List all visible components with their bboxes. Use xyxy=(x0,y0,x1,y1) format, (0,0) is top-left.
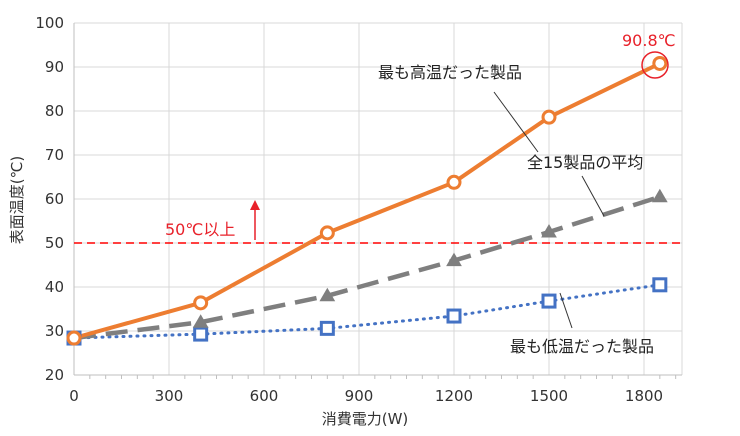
peak-label: 90.8℃ xyxy=(622,31,676,50)
x-tick-label: 900 xyxy=(345,387,374,405)
y-axis-title: 表面温度(℃) xyxy=(8,156,26,245)
series-markers xyxy=(66,55,668,346)
data-point-hottest xyxy=(66,330,82,346)
y-tick-label: 80 xyxy=(45,102,64,120)
threshold-label: 50℃以上 xyxy=(165,220,235,239)
x-tick-label: 300 xyxy=(155,387,184,405)
x-tick-label: 600 xyxy=(250,387,279,405)
y-tick-label: 30 xyxy=(45,322,64,340)
y-tick-label: 100 xyxy=(35,14,64,32)
data-point-coolest xyxy=(319,320,335,336)
series-line-average xyxy=(73,194,661,341)
leader-line-coolest xyxy=(559,292,573,329)
x-axis-title: 消費電力(W) xyxy=(322,410,409,428)
threshold-arrow-head xyxy=(250,200,260,210)
x-tick-label: 1500 xyxy=(530,387,568,405)
series-line-coolest xyxy=(72,283,662,340)
data-point-hottest xyxy=(193,295,209,311)
y-tick-labels: 20 30 40 50 60 70 80 90 100 xyxy=(35,14,64,384)
data-point-hottest xyxy=(319,225,335,241)
data-point-average xyxy=(541,224,557,238)
data-point-coolest xyxy=(652,277,668,293)
x-tick-label: 0 xyxy=(69,387,79,405)
series-label-average: 全15製品の平均 xyxy=(527,153,643,172)
y-tick-label: 70 xyxy=(45,146,64,164)
data-point-hottest xyxy=(541,109,557,125)
data-point-hottest xyxy=(652,55,668,71)
leader-line-average xyxy=(581,175,605,217)
y-tick-label: 40 xyxy=(45,278,64,296)
series-lines xyxy=(72,61,662,341)
data-point-coolest xyxy=(193,326,209,342)
data-point-average xyxy=(319,287,336,302)
series-label-hottest: 最も高温だった製品 xyxy=(378,63,522,82)
data-point-average xyxy=(192,314,209,328)
y-tick-label: 60 xyxy=(45,190,64,208)
y-tick-label: 50 xyxy=(45,234,64,252)
x-minor-ticks xyxy=(89,375,677,379)
peak-highlight-circle xyxy=(641,51,669,79)
data-point-coolest xyxy=(446,308,462,324)
x-tick-label: 1200 xyxy=(435,387,473,405)
data-point-hottest xyxy=(446,174,462,190)
series-line-hottest xyxy=(73,61,661,340)
data-point-average xyxy=(651,188,668,203)
data-point-average xyxy=(446,252,462,267)
y-tick-label: 90 xyxy=(45,58,64,76)
y-tick-label: 20 xyxy=(45,366,64,384)
x-tick-labels: 0 300 600 900 1200 1500 1800 xyxy=(69,387,663,405)
annotations: 最も高温だった製品 全15製品の平均 最も低温だった製品 90.8℃ 50℃以上 xyxy=(165,31,676,356)
x-tick-label: 1800 xyxy=(625,387,663,405)
leader-line-hottest xyxy=(493,91,539,153)
series-label-coolest: 最も低温だった製品 xyxy=(510,337,654,356)
data-point-coolest xyxy=(541,293,557,309)
